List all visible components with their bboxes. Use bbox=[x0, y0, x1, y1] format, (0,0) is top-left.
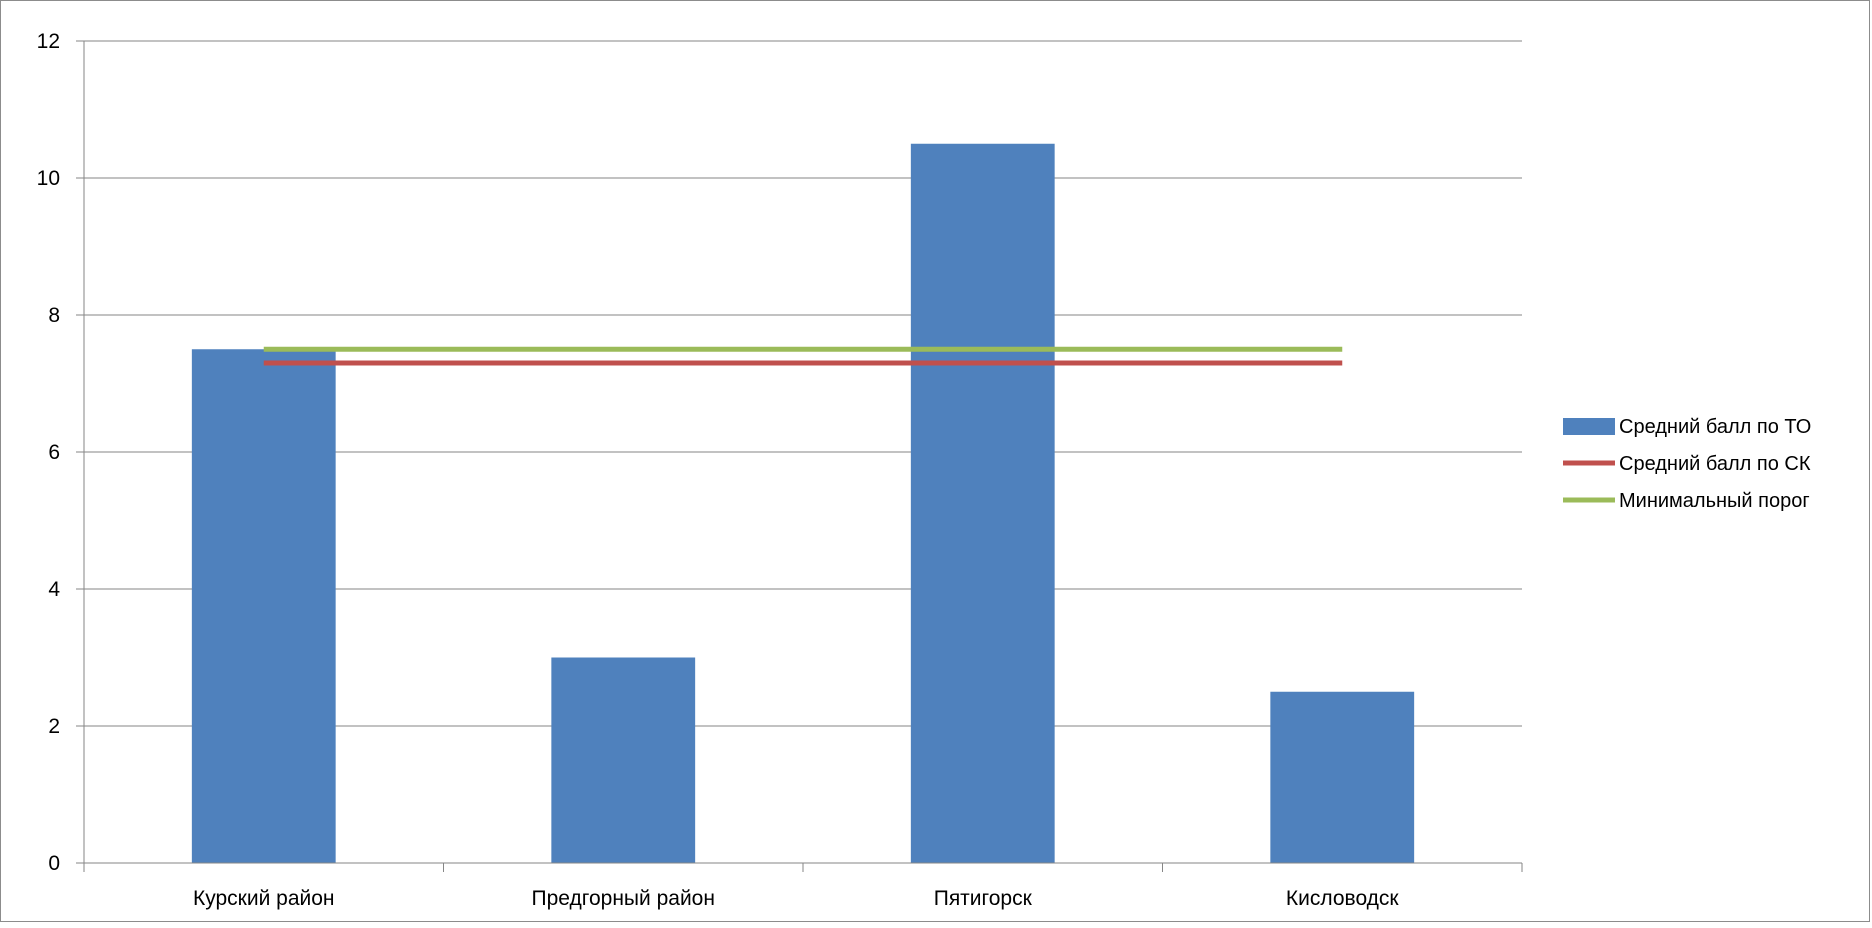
x-tick-label: Пятигорск bbox=[934, 887, 1033, 910]
bars bbox=[191, 143, 1415, 863]
legend-label: Средний балл по СК bbox=[1619, 453, 1811, 475]
y-tick-label: 0 bbox=[48, 852, 60, 875]
y-tick-label: 2 bbox=[48, 715, 60, 738]
y-tick-label: 6 bbox=[48, 441, 60, 464]
series-lines bbox=[263, 346, 1343, 366]
bar bbox=[551, 657, 696, 863]
bar bbox=[1270, 691, 1415, 863]
x-tick-label: Кисловодск bbox=[1286, 887, 1400, 910]
bar bbox=[910, 143, 1055, 863]
y-tick-label: 4 bbox=[48, 578, 60, 601]
x-tick-label: Предгорный район bbox=[532, 887, 715, 910]
y-tick-label: 12 bbox=[37, 30, 60, 53]
legend-label: Средний балл по ТО bbox=[1619, 416, 1811, 438]
legend-label: Минимальный порог bbox=[1619, 490, 1810, 512]
y-tick-label: 10 bbox=[37, 167, 60, 190]
x-tick-label: Курский район bbox=[193, 887, 335, 910]
axes: 0 2 4 6 8 10 12 Курский район Предгорный район Пя… bbox=[37, 30, 1523, 910]
bar bbox=[191, 349, 336, 863]
legend-swatch bbox=[1563, 418, 1615, 435]
legend: Средний балл по ТО Средний балл по СК Мини… bbox=[1563, 416, 1811, 512]
y-tick-label: 8 bbox=[48, 304, 60, 327]
